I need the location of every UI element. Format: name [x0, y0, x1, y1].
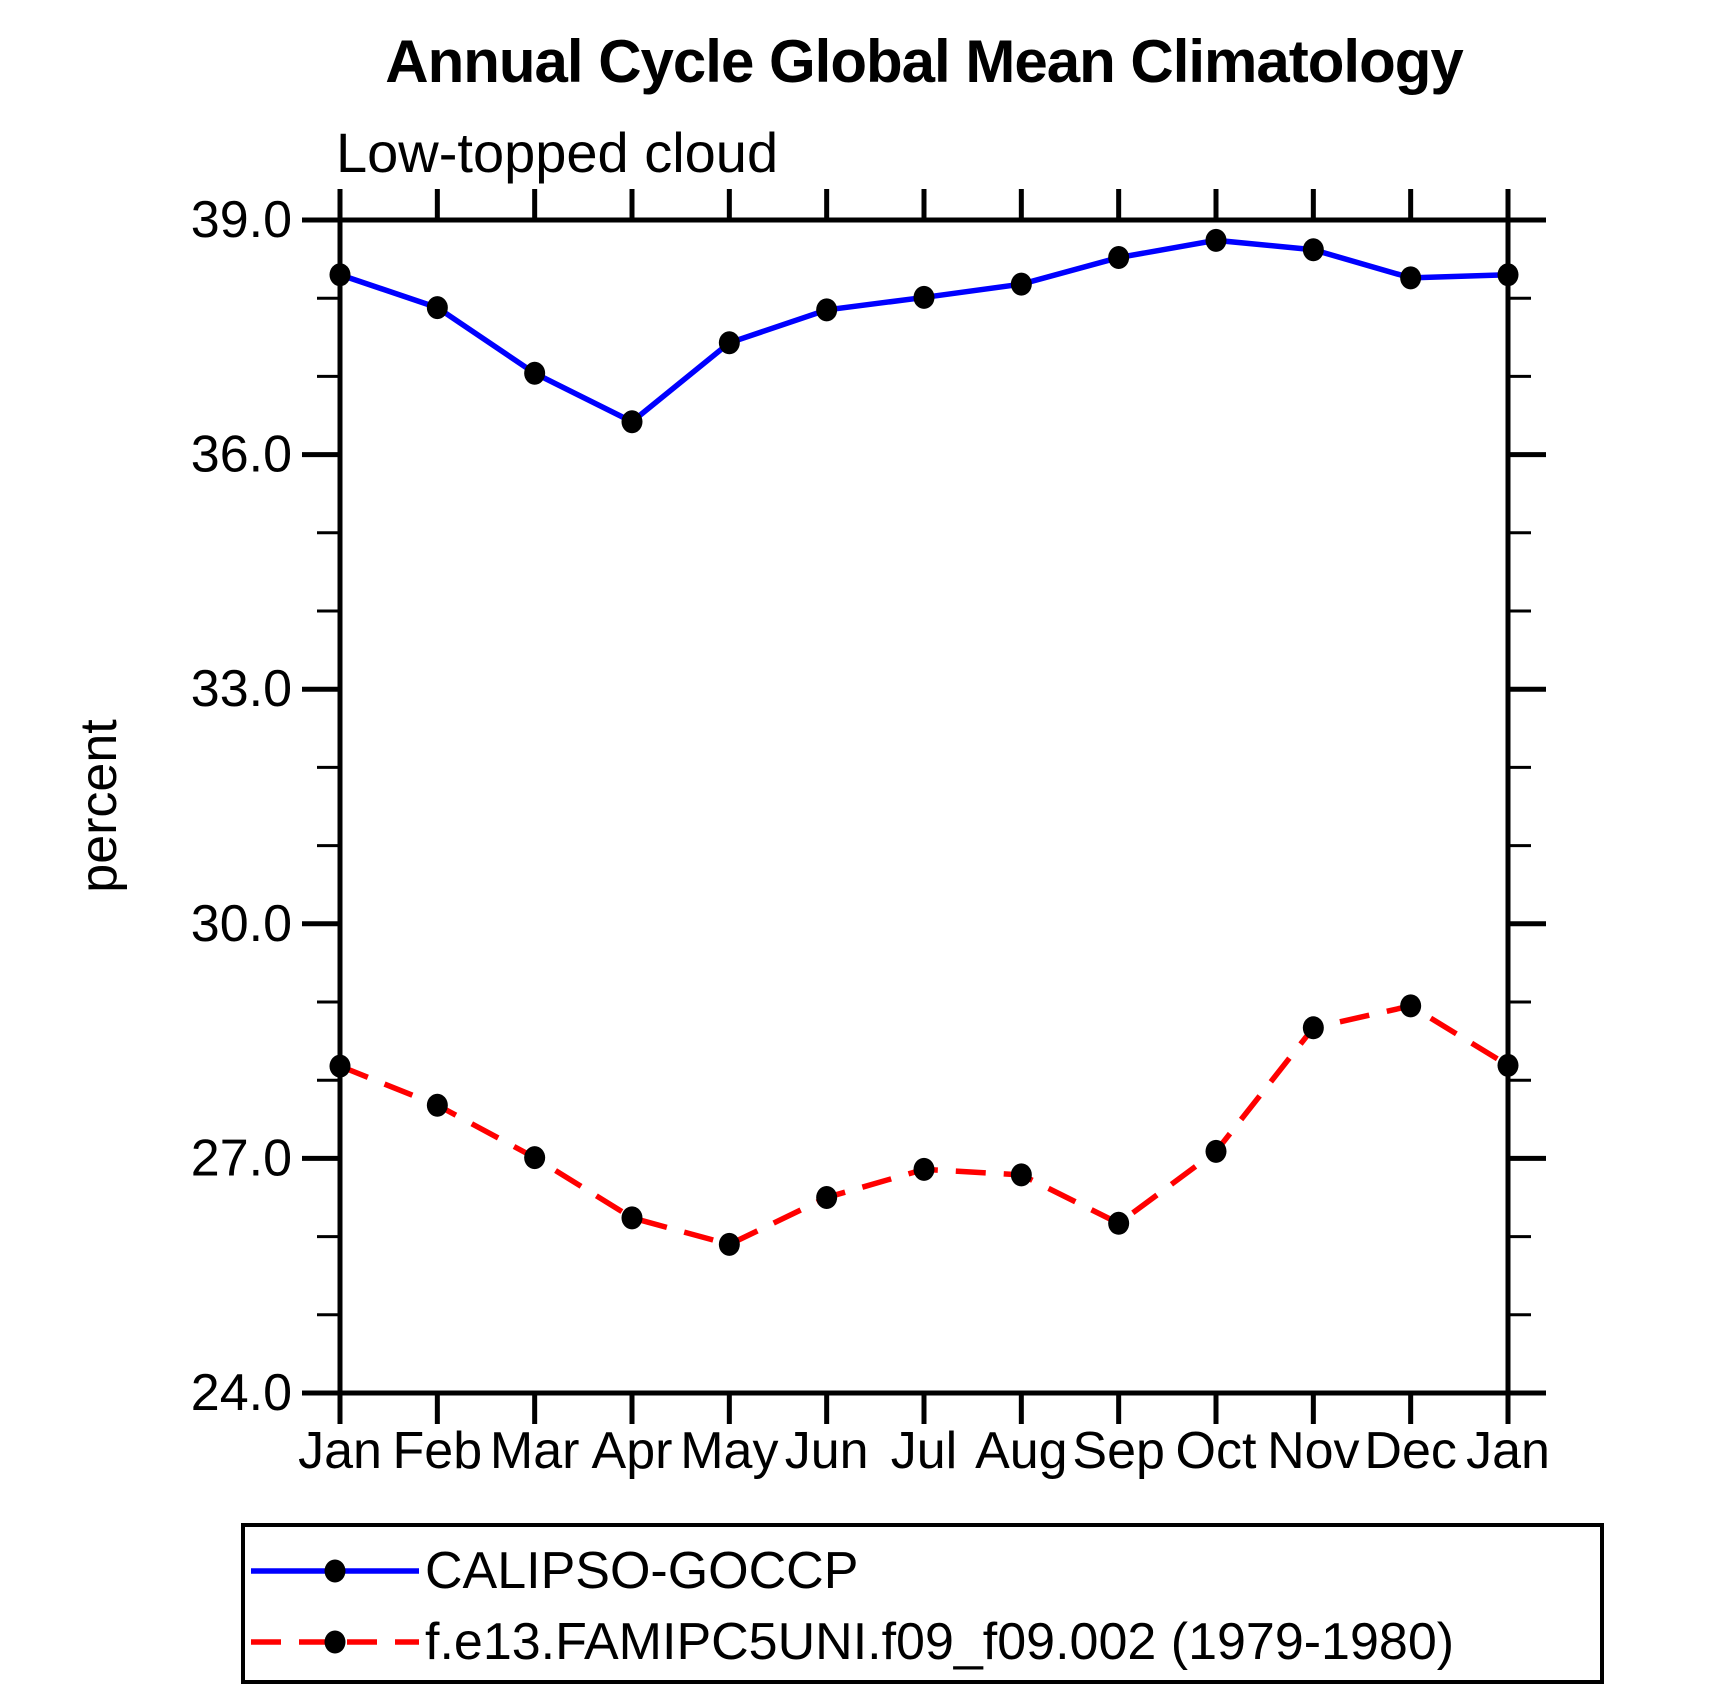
legend-box: CALIPSO-GOCCP f.e13.FAMIPC5UNI.f09_f09.00…	[241, 1523, 1604, 1684]
x-tick-label: Oct	[1176, 1422, 1257, 1480]
y-tick-label: 39.0	[191, 191, 292, 249]
y-tick-label: 27.0	[191, 1129, 292, 1187]
data-point-marker	[1010, 1163, 1032, 1187]
plot-frame	[337, 217, 1511, 1396]
data-point-marker	[524, 1146, 546, 1170]
legend-label: CALIPSO-GOCCP	[425, 1542, 858, 1600]
x-tick-label: Aug	[975, 1422, 1068, 1480]
chart-title: Annual Cycle Global Mean Climatology	[385, 28, 1464, 95]
data-point-marker	[621, 410, 643, 434]
data-point-marker	[913, 1157, 935, 1181]
x-tick-label: Dec	[1364, 1422, 1456, 1480]
series-observation	[329, 228, 1519, 434]
x-tick-label: Jun	[785, 1422, 869, 1480]
x-tick-label: Feb	[393, 1422, 483, 1480]
data-point-marker	[1302, 238, 1324, 262]
x-tick-label: Nov	[1267, 1422, 1359, 1480]
data-point-marker	[1400, 266, 1422, 290]
legend-border	[241, 1523, 1604, 1684]
x-tick-label: Mar	[490, 1422, 580, 1480]
x-tick-label: May	[680, 1422, 778, 1480]
series-model	[329, 994, 1519, 1256]
y-axis-title: percent	[70, 719, 128, 893]
data-point-marker	[621, 1206, 643, 1230]
data-point-marker	[1205, 1139, 1227, 1163]
data-point-marker	[524, 361, 546, 385]
data-point-marker	[816, 298, 838, 322]
y-tick-label: 33.0	[191, 660, 292, 718]
y-tick-label: 36.0	[191, 426, 292, 484]
data-point-marker	[816, 1186, 838, 1209]
data-series	[329, 228, 1519, 1256]
legend-label: f.e13.FAMIPC5UNI.f09_f09.002 (1979-1980)	[425, 1613, 1454, 1671]
data-point-marker	[1108, 1211, 1130, 1235]
data-point-marker	[718, 331, 740, 355]
data-point-marker	[426, 296, 448, 320]
data-point-marker	[1400, 994, 1422, 1018]
y-tick-labels: 24.0 27.0 30.0 33.0 36.0 39.0	[191, 191, 292, 1422]
chart-subtitle: Low-topped cloud	[336, 121, 778, 184]
data-point-marker	[426, 1093, 448, 1117]
data-point-marker	[913, 285, 935, 309]
legend-marker	[324, 1559, 346, 1583]
legend-marker	[324, 1630, 346, 1654]
data-point-marker	[718, 1232, 740, 1256]
y-tick-label: 30.0	[191, 895, 292, 953]
series-line	[338, 1002, 1510, 1248]
data-point-marker	[1010, 272, 1032, 296]
x-tick-label: Jan	[298, 1422, 382, 1480]
x-tick-label: Sep	[1072, 1422, 1165, 1480]
y-tick-label: 24.0	[191, 1364, 292, 1422]
x-tick-label: Apr	[592, 1422, 673, 1480]
data-point-marker	[1302, 1016, 1324, 1040]
x-tick-label: Jan	[1466, 1422, 1550, 1480]
plot-border	[337, 217, 1511, 1396]
data-point-marker	[1108, 246, 1130, 270]
data-point-marker	[1205, 228, 1227, 252]
x-tick-label: Jul	[891, 1422, 957, 1480]
axis-ticks	[302, 189, 1546, 1424]
series-line	[339, 237, 1509, 426]
x-tick-labels: Jan Feb Mar Apr May Jun Jul Aug Sep Oct Nov Dec Jan	[298, 1422, 1550, 1480]
